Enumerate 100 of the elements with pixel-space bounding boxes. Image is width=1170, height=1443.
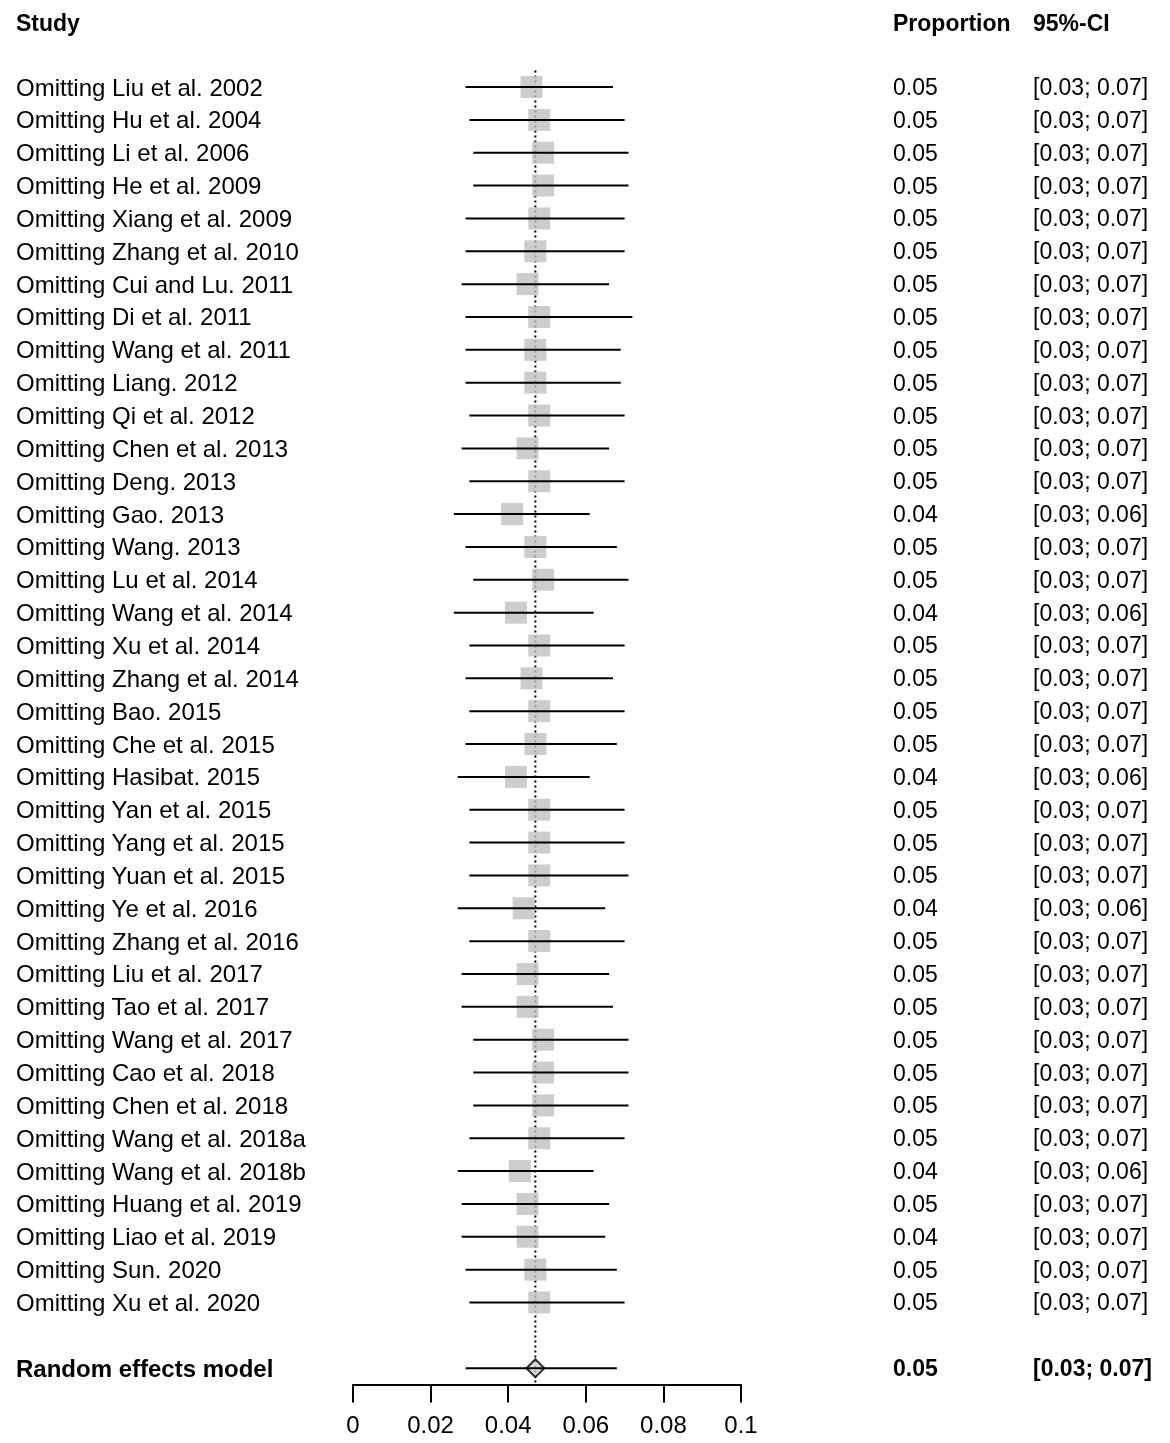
text: [0.03; 0.07] (1033, 731, 1149, 758)
text: 0.05 (893, 1190, 938, 1217)
text: [0.03; 0.07] (1033, 139, 1149, 166)
text: [0.03; 0.07] (1033, 1125, 1149, 1152)
y-tick-label: Omitting Bao. 2015 (16, 697, 222, 725)
point (532, 174, 555, 197)
point (520, 76, 543, 99)
text: [0.03; 0.07] (1033, 1355, 1152, 1382)
point (532, 1061, 555, 1084)
text: [0.03; 0.07] (1033, 665, 1149, 692)
y-tick-label: Omitting He et al. 2009 (16, 172, 262, 200)
y-tick-label: Omitting Yuan et al. 2015 (16, 861, 286, 889)
y-tick-label: Omitting Chen et al. 2018 (16, 1091, 289, 1119)
text: 0.05 (893, 632, 938, 659)
point (524, 338, 547, 361)
y-tick-label: Omitting Deng. 2013 (16, 467, 237, 495)
y-tick-label: Omitting Liang. 2012 (16, 369, 238, 397)
point (516, 962, 539, 985)
point (532, 568, 555, 591)
y-tick-label: Omitting Wang et al. 2018a (16, 1124, 307, 1152)
text: [0.03; 0.06] (1033, 501, 1149, 528)
y-tick-label: Omitting Liao et al. 2019 (16, 1223, 277, 1251)
y-tick-label: Omitting Wang et al. 2014 (16, 599, 293, 627)
y-tick-label: Random effects model (16, 1354, 274, 1382)
text: [0.03; 0.07] (1033, 829, 1149, 856)
text: [0.03; 0.07] (1033, 1059, 1149, 1086)
text: [0.03; 0.07] (1033, 862, 1149, 889)
text: [0.03; 0.06] (1033, 1158, 1149, 1185)
text: [0.03; 0.07] (1033, 1092, 1149, 1119)
point (504, 601, 527, 624)
text: 0.05 (893, 698, 938, 725)
y-axis-title: Study (16, 9, 81, 36)
y-tick-label: Omitting Zhang et al. 2016 (16, 927, 299, 955)
x-tick-label: 0 (346, 1411, 360, 1439)
text: [0.03; 0.07] (1033, 303, 1149, 330)
text: [0.03; 0.07] (1033, 1289, 1149, 1316)
point (528, 634, 551, 657)
point (524, 1258, 547, 1281)
text: [0.03; 0.07] (1033, 205, 1149, 232)
point (524, 535, 547, 558)
text: 0.04 (893, 763, 938, 790)
text: 0.05 (893, 74, 938, 101)
text: [0.03; 0.06] (1033, 599, 1149, 626)
point (524, 733, 547, 756)
y-tick-label: Omitting Che et al. 2015 (16, 730, 275, 758)
text: [0.03; 0.07] (1033, 106, 1149, 133)
text: 0.05 (893, 1125, 938, 1152)
text: 0.05 (893, 566, 938, 593)
point (504, 765, 527, 788)
text: 0.05 (893, 238, 938, 265)
text: 0.04 (893, 599, 938, 626)
text: 95%-CI (1033, 9, 1110, 36)
point (532, 1094, 555, 1117)
y-tick-label: Omitting Xu et al. 2020 (16, 1288, 261, 1316)
text: [0.03; 0.07] (1033, 271, 1149, 298)
point (501, 503, 524, 526)
text: 0.05 (893, 960, 938, 987)
point (528, 305, 551, 328)
point (524, 371, 547, 394)
text: 0.05 (893, 139, 938, 166)
text: 0.05 (893, 533, 938, 560)
text: 0.05 (893, 172, 938, 199)
text: [0.03; 0.06] (1033, 763, 1149, 790)
text: [0.03; 0.07] (1033, 632, 1149, 659)
y-tick-label: Omitting Di et al. 2011 (16, 303, 252, 331)
point (528, 470, 551, 493)
point (528, 930, 551, 953)
point (516, 1192, 539, 1215)
text: [0.03; 0.07] (1033, 1026, 1149, 1053)
text: 0.05 (893, 928, 938, 955)
point (524, 240, 547, 263)
point (528, 798, 551, 821)
y-tick-label: Omitting Lu et al. 2014 (16, 566, 258, 594)
text: [0.03; 0.07] (1033, 698, 1149, 725)
point (516, 437, 539, 460)
text: 0.04 (893, 895, 938, 922)
text: 0.05 (893, 205, 938, 232)
x-tick-label: 0.04 (484, 1411, 532, 1439)
point (516, 995, 539, 1018)
y-tick-label: Omitting Zhang et al. 2010 (16, 237, 299, 265)
text: 0.05 (893, 303, 938, 330)
text: 0.05 (893, 271, 938, 298)
point (528, 1291, 551, 1314)
point (528, 700, 551, 723)
y-tick-label: Omitting Qi et al. 2012 (16, 402, 255, 430)
point (528, 864, 551, 887)
text: [0.03; 0.07] (1033, 468, 1149, 495)
text: 0.05 (893, 336, 938, 363)
text: [0.03; 0.07] (1033, 928, 1149, 955)
text: 0.05 (893, 665, 938, 692)
point (528, 831, 551, 854)
y-tick-label: Omitting Yang et al. 2015 (16, 829, 285, 857)
y-tick-label: Omitting Zhang et al. 2014 (16, 664, 299, 692)
point (528, 207, 551, 230)
y-tick-label: Omitting Liu et al. 2002 (16, 73, 263, 101)
text: [0.03; 0.07] (1033, 1190, 1149, 1217)
y-tick-label: Omitting Ye et al. 2016 (16, 894, 258, 922)
text: 0.05 (893, 1289, 938, 1316)
text: 0.05 (893, 1355, 938, 1382)
y-tick-label: Omitting Cui and Lu. 2011 (16, 270, 294, 298)
